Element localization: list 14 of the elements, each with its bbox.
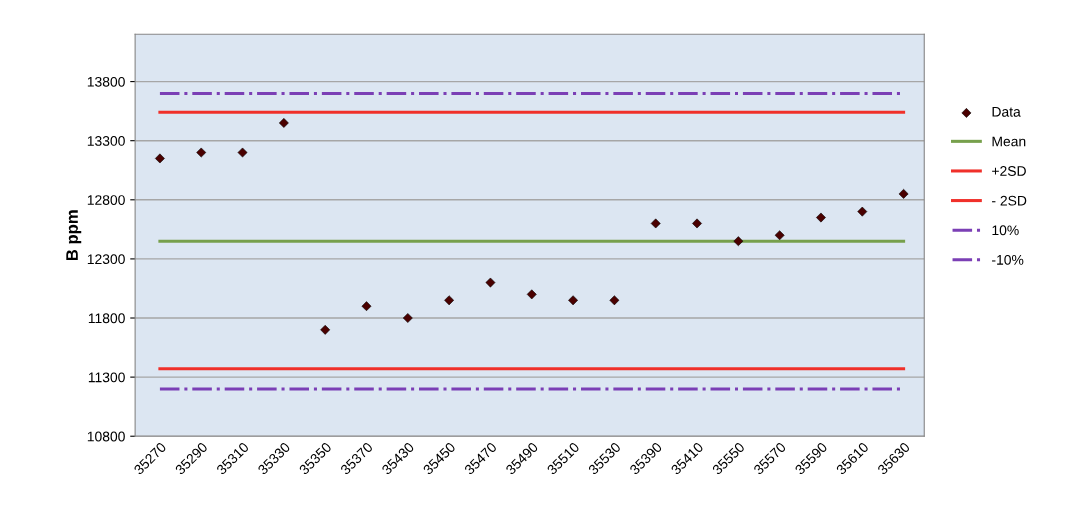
y-tick-label: 12800 xyxy=(87,195,125,205)
y-axis-title: B ppm xyxy=(66,210,82,261)
legend-label: 10% xyxy=(992,225,1019,236)
y-tick-label: 12300 xyxy=(87,254,125,265)
y-tick-label: 13800 xyxy=(87,76,125,87)
y-tick-label: 11300 xyxy=(88,372,125,383)
y-tick-label: 10800 xyxy=(87,431,125,442)
legend-label: Data xyxy=(992,107,1021,117)
legend-label: - 2SD xyxy=(992,195,1027,206)
legend-label: -10% xyxy=(992,254,1024,265)
legend-label: Mean xyxy=(992,136,1026,147)
legend-label: +2SD xyxy=(992,166,1026,176)
y-tick-label: 13300 xyxy=(87,136,125,146)
y-tick-label: 11800 xyxy=(88,313,125,324)
